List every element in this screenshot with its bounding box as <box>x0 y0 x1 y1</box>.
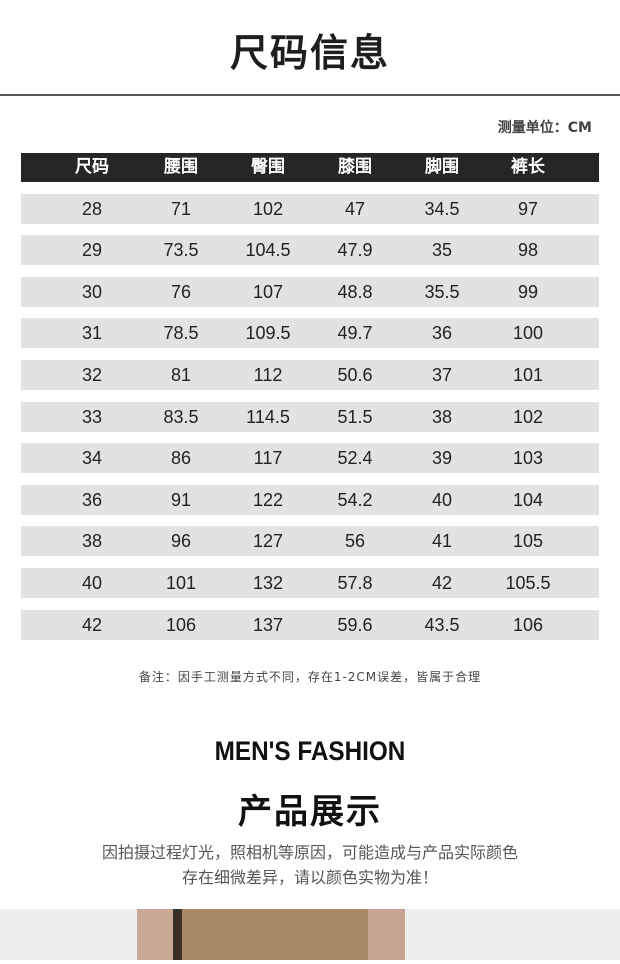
table-cell: 40 <box>431 489 453 510</box>
table-cell: 101 <box>512 364 544 385</box>
table-cell: 83.5 <box>163 406 199 427</box>
table-cell: 36 <box>81 489 103 510</box>
table-cell: 31 <box>81 323 103 344</box>
table-cell: 48.8 <box>337 281 373 302</box>
header-cell: 腰围 <box>164 157 198 177</box>
table-cell: 56 <box>344 531 366 552</box>
table-cell: 50.6 <box>337 364 373 385</box>
table-cell: 109.5 <box>245 323 291 344</box>
table-cell: 100 <box>512 323 544 344</box>
table-cell: 117 <box>253 448 283 469</box>
unit-label: 测量单位：CM <box>497 120 592 136</box>
table-row: 38 96 127 56 41 105 <box>21 526 599 557</box>
table-cell: 105 <box>512 531 544 552</box>
header-cell: 裤长 <box>511 157 545 177</box>
disclaimer-line: 存在细微差异，请以颜色实物为准！ <box>181 868 438 887</box>
table-cell: 35.5 <box>424 281 460 302</box>
table-cell: 42 <box>81 614 103 635</box>
header-cell: 臀围 <box>251 157 285 177</box>
table-cell: 106 <box>165 614 197 635</box>
table-cell: 78.5 <box>163 323 199 344</box>
table-cell: 91 <box>170 489 192 510</box>
table-cell: 33 <box>81 406 103 427</box>
table-cell: 114.5 <box>246 406 290 427</box>
table-row: 34 86 117 52.4 39 103 <box>21 443 599 474</box>
size-table: 尺码 腰围 臀围 膝围 脚围 裤长 28 71 102 47 34.5 97 29 73.5 104.5 47… <box>21 153 599 640</box>
table-cell: 59.6 <box>337 614 373 635</box>
table-row: 31 78.5 109.5 49.7 36 100 <box>21 318 599 349</box>
table-cell: 102 <box>252 198 284 219</box>
table-cell: 38 <box>81 531 103 552</box>
table-cell: 42 <box>431 572 453 593</box>
table-cell: 127 <box>252 531 284 552</box>
table-cell: 105.5 <box>505 572 551 593</box>
model-shirt-image <box>137 909 405 960</box>
table-cell: 86 <box>170 448 192 469</box>
table-cell: 39 <box>431 448 453 469</box>
table-row: 29 73.5 104.5 47.9 35 98 <box>21 235 599 266</box>
measurement-note: 备注：因手工测量方式不同，存在1-2CM误差，皆属于合理 <box>138 670 482 684</box>
table-cell: 99 <box>517 281 539 302</box>
table-header: 尺码 腰围 臀围 膝围 脚围 裤长 <box>21 153 599 182</box>
table-cell: 51.5 <box>337 406 373 427</box>
table-cell: 34 <box>81 448 103 469</box>
table-cell: 34.5 <box>424 198 460 219</box>
table-cell: 96 <box>170 531 192 552</box>
section-title: 产品展示 <box>238 792 382 832</box>
table-cell: 98 <box>517 240 539 261</box>
color-disclaimer: 因拍摄过程灯光，照相机等原因，可能造成与产品实际颜色 存在细微差异，请以颜色实物… <box>0 840 620 890</box>
table-cell: 73.5 <box>163 240 199 261</box>
english-section-title: MEN'S FASHION <box>214 736 406 766</box>
table-cell: 43.5 <box>424 614 460 635</box>
table-cell: 41 <box>431 531 453 552</box>
table-row: 36 91 122 54.2 40 104 <box>21 484 599 515</box>
table-row: 40 101 132 57.8 42 105.5 <box>21 567 599 598</box>
table-row: 30 76 107 48.8 35.5 99 <box>21 276 599 307</box>
table-row: 42 106 137 59.6 43.5 106 <box>21 609 599 640</box>
table-cell: 102 <box>512 406 544 427</box>
table-cell: 28 <box>81 198 103 219</box>
table-cell: 97 <box>517 198 539 219</box>
table-cell: 106 <box>512 614 544 635</box>
table-cell: 101 <box>165 572 197 593</box>
header-cell: 膝围 <box>338 157 372 177</box>
table-row: 32 81 112 50.6 37 101 <box>21 359 599 390</box>
table-cell: 47.9 <box>337 240 373 261</box>
table-cell: 76 <box>170 281 192 302</box>
table-cell: 54.2 <box>337 489 373 510</box>
table-cell: 36 <box>431 323 453 344</box>
header-cell: 尺码 <box>75 157 109 177</box>
table-cell: 40 <box>81 572 103 593</box>
table-cell: 38 <box>431 406 453 427</box>
product-photo <box>0 909 620 960</box>
table-cell: 104 <box>512 489 544 510</box>
table-cell: 107 <box>252 281 284 302</box>
table-cell: 57.8 <box>337 572 373 593</box>
table-cell: 52.4 <box>337 448 373 469</box>
page-title: 尺码信息 <box>229 31 390 75</box>
header-cell: 脚围 <box>425 157 459 177</box>
table-cell: 104.5 <box>245 240 291 261</box>
table-cell: 103 <box>512 448 544 469</box>
table-cell: 132 <box>252 572 284 593</box>
table-cell: 47 <box>344 198 366 219</box>
table-cell: 81 <box>170 364 192 385</box>
table-cell: 49.7 <box>337 323 373 344</box>
table-cell: 137 <box>252 614 284 635</box>
table-cell: 71 <box>170 198 192 219</box>
table-cell: 35 <box>431 240 453 261</box>
table-cell: 112 <box>253 364 283 385</box>
table-cell: 29 <box>81 240 103 261</box>
table-row: 33 83.5 114.5 51.5 38 102 <box>21 401 599 432</box>
table-cell: 32 <box>81 364 103 385</box>
disclaimer-line: 因拍摄过程灯光，照相机等原因，可能造成与产品实际颜色 <box>101 843 518 862</box>
table-cell: 122 <box>252 489 284 510</box>
table-cell: 30 <box>81 281 103 302</box>
divider <box>0 94 620 96</box>
table-cell: 37 <box>431 364 453 385</box>
table-row: 28 71 102 47 34.5 97 <box>21 193 599 224</box>
